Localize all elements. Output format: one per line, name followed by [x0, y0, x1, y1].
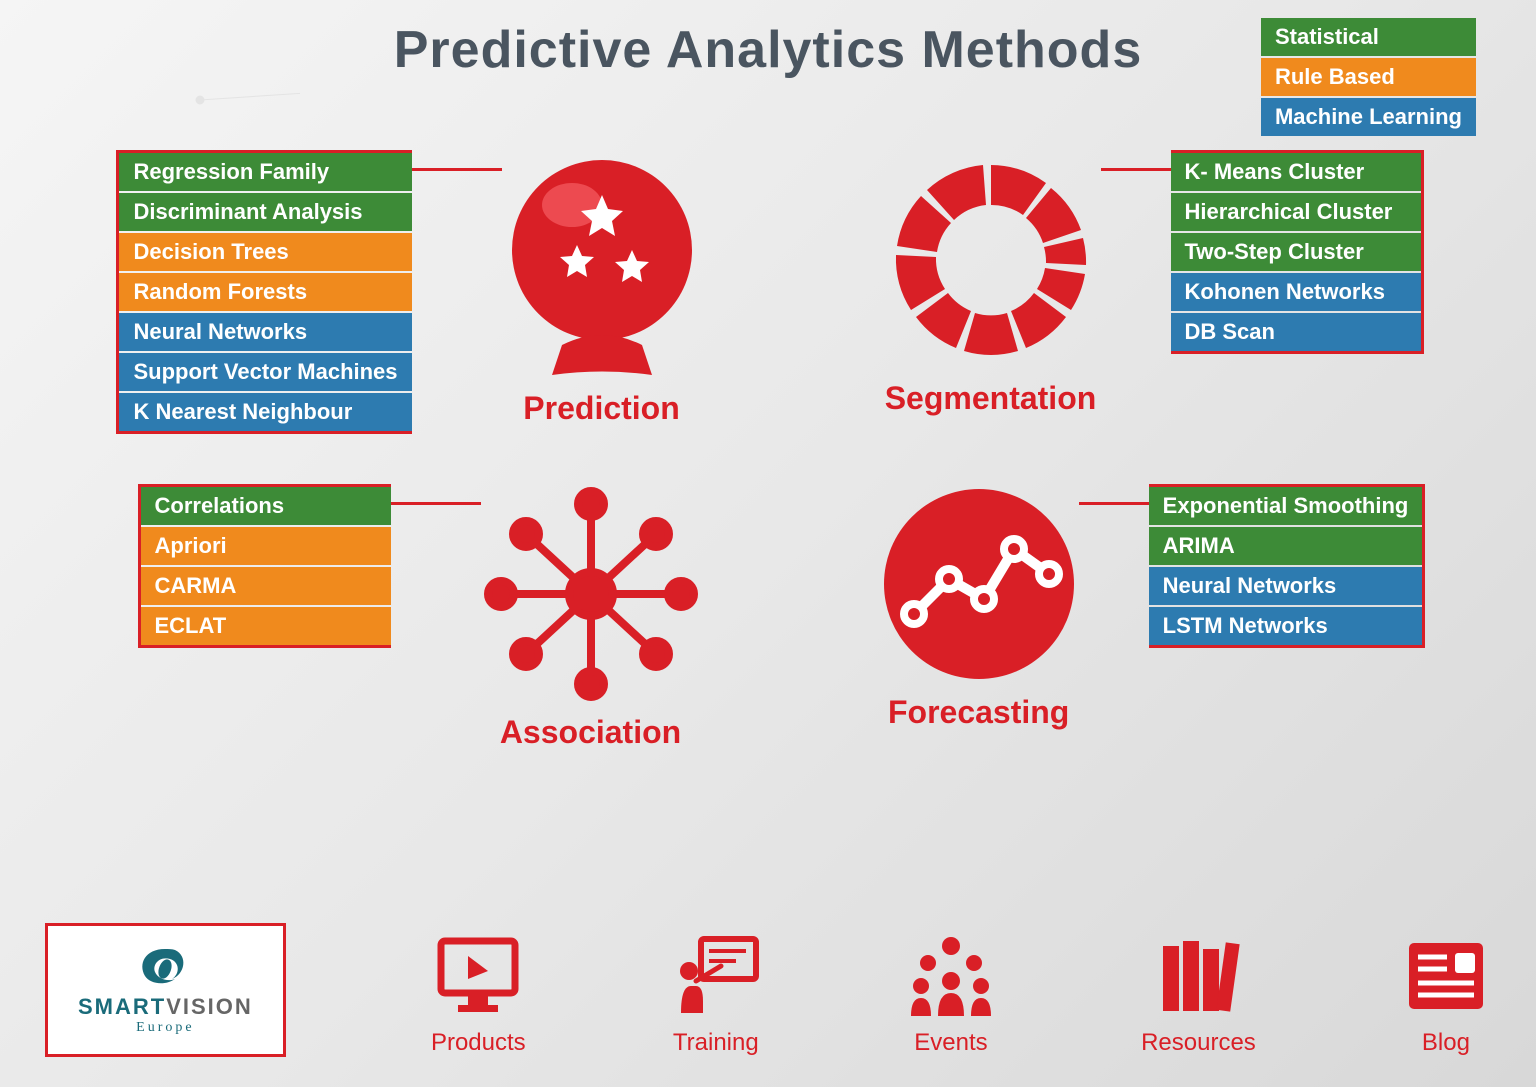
presentation-icon	[671, 931, 761, 1021]
forecasting-list: Exponential SmoothingARIMANeural Network…	[1149, 484, 1426, 648]
method-tag: CARMA	[141, 567, 391, 605]
nav-resources-label: Resources	[1141, 1029, 1256, 1057]
crystal-ball-icon	[502, 150, 702, 380]
method-tag: Random Forests	[119, 273, 411, 311]
people-icon	[906, 931, 996, 1021]
nav-events[interactable]: Events	[906, 931, 996, 1057]
legend: Statistical Rule Based Machine Learning	[1261, 18, 1476, 136]
legend-rulebased: Rule Based	[1261, 58, 1476, 96]
method-tag: Correlations	[141, 487, 391, 525]
quadrant-forecasting: Forecasting Exponential SmoothingARIMANe…	[768, 484, 1536, 751]
logo-swirl-icon	[130, 944, 200, 994]
legend-ml: Machine Learning	[1261, 98, 1476, 136]
method-tag: Exponential Smoothing	[1149, 487, 1423, 525]
segmentation-label: Segmentation	[885, 380, 1097, 417]
method-tag: K Nearest Neighbour	[119, 393, 411, 431]
method-tag: Neural Networks	[119, 313, 411, 351]
association-label: Association	[500, 714, 681, 751]
method-tag: Kohonen Networks	[1171, 273, 1421, 311]
nav-blog[interactable]: Blog	[1401, 931, 1491, 1057]
method-tag: Support Vector Machines	[119, 353, 411, 391]
nav-training-label: Training	[673, 1029, 759, 1057]
bottom-nav: SMARTVISION Europe Products Training	[45, 923, 1491, 1057]
logo-text-1: SMART	[78, 994, 166, 1019]
method-tag: Neural Networks	[1149, 567, 1423, 605]
segmentation-list: K- Means ClusterHierarchical ClusterTwo-…	[1171, 150, 1424, 354]
nav-training[interactable]: Training	[671, 931, 761, 1057]
network-icon	[481, 484, 701, 704]
method-tag: K- Means Cluster	[1171, 153, 1421, 191]
nav-resources[interactable]: Resources	[1141, 931, 1256, 1057]
nav-blog-label: Blog	[1422, 1029, 1470, 1057]
main-grid: Regression FamilyDiscriminant AnalysisDe…	[0, 150, 1536, 751]
forecast-icon	[879, 484, 1079, 684]
news-icon	[1401, 931, 1491, 1021]
method-tag: Decision Trees	[119, 233, 411, 271]
method-tag: Regression Family	[119, 153, 411, 191]
logo-text-2: VISION	[166, 994, 253, 1019]
prediction-list: Regression FamilyDiscriminant AnalysisDe…	[116, 150, 411, 434]
method-tag: Hierarchical Cluster	[1171, 193, 1421, 231]
logo-sub: Europe	[136, 1020, 194, 1036]
method-tag: Discriminant Analysis	[119, 193, 411, 231]
books-icon	[1153, 931, 1243, 1021]
legend-statistical: Statistical	[1261, 18, 1476, 56]
method-tag: Apriori	[141, 527, 391, 565]
nav-products[interactable]: Products	[431, 931, 526, 1057]
forecasting-label: Forecasting	[888, 694, 1069, 731]
method-tag: ARIMA	[1149, 527, 1423, 565]
monitor-icon	[433, 931, 523, 1021]
method-tag: DB Scan	[1171, 313, 1421, 351]
association-list: CorrelationsAprioriCARMAECLAT	[138, 484, 391, 648]
quadrant-segmentation: Segmentation K- Means ClusterHierarchica…	[768, 150, 1536, 434]
method-tag: Two-Step Cluster	[1171, 233, 1421, 271]
nav-events-label: Events	[914, 1029, 987, 1057]
nav-products-label: Products	[431, 1029, 526, 1057]
quadrant-association: CorrelationsAprioriCARMAECLAT Associatio…	[0, 484, 768, 751]
method-tag: ECLAT	[141, 607, 391, 645]
method-tag: LSTM Networks	[1149, 607, 1423, 645]
logo[interactable]: SMARTVISION Europe	[45, 923, 286, 1057]
prediction-label: Prediction	[523, 390, 679, 427]
donut-icon	[881, 150, 1101, 370]
quadrant-prediction: Regression FamilyDiscriminant AnalysisDe…	[0, 150, 768, 434]
